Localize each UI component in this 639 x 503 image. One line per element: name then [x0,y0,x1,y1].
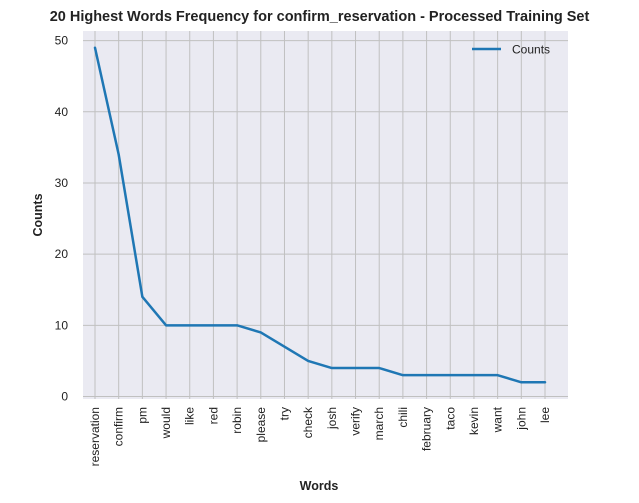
x-tick-label: lee [538,407,552,423]
x-tick-label: reservation [88,407,102,466]
y-tick-label: 20 [55,247,69,261]
legend-label-counts: Counts [512,43,550,57]
x-tick-label: like [183,407,197,425]
chart-title: 20 Highest Words Frequency for confirm_r… [50,9,590,25]
y-tick-label: 30 [55,176,69,190]
y-tick-label: 40 [55,105,69,119]
x-tick-label: confirm [112,407,126,446]
x-tick-label: kevin [467,407,481,435]
x-tick-label: verify [349,407,363,436]
x-tick-label: march [372,407,386,440]
x-tick-label: please [254,407,268,443]
y-tick-label: 50 [55,34,69,48]
x-tick-label: robin [230,407,244,434]
x-tick-label: would [159,407,173,439]
y-tick-label: 10 [55,318,69,332]
x-tick-label: want [491,406,505,433]
x-tick-label: pm [135,407,149,424]
y-axis-label: Counts [31,193,45,236]
plot-area [83,31,568,399]
x-tick-label: john [514,407,528,431]
x-tick-label: try [277,407,291,420]
x-axis-label: Words [300,479,339,493]
x-tick-label: taco [443,407,457,430]
x-tick-label: red [206,407,220,424]
x-tick-label: chili [396,407,410,428]
x-tick-label: february [420,407,434,451]
x-tick-label: check [301,406,315,438]
y-tick-label: 0 [61,390,68,404]
x-tick-label: josh [325,407,339,430]
